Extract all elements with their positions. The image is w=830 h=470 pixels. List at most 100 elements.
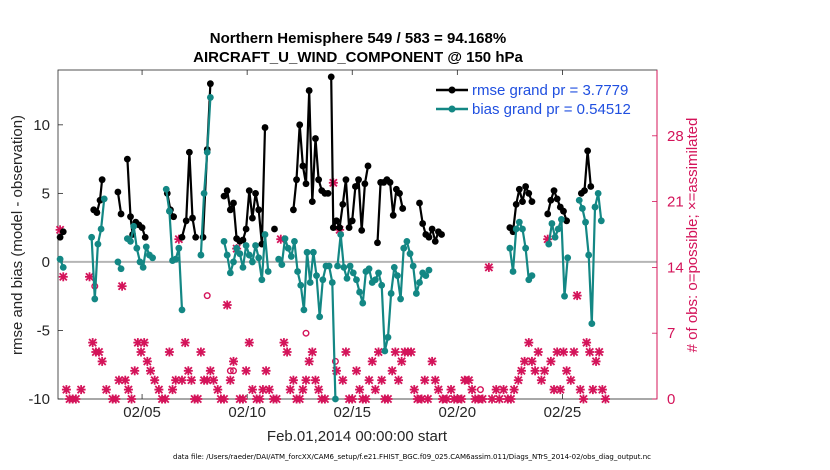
- data-point: [587, 183, 595, 190]
- obs-assimilated-marker: [355, 385, 365, 395]
- series-bias: [56, 94, 605, 403]
- data-point: [312, 135, 319, 142]
- chart-title: Northern Hemisphere 549 / 583 = 94.168%: [210, 30, 506, 47]
- obs-assimilated-marker: [258, 385, 268, 395]
- data-point: [364, 162, 372, 170]
- obs-assimilated-marker: [393, 375, 403, 385]
- data-point: [438, 231, 445, 238]
- data-point: [582, 218, 589, 226]
- data-point: [515, 185, 523, 193]
- data-point: [287, 253, 295, 260]
- data-point: [361, 180, 369, 188]
- obs-assimilated-marker: [310, 375, 320, 385]
- data-point: [165, 207, 173, 215]
- data-point: [358, 226, 366, 234]
- data-point: [346, 262, 354, 270]
- obs-assimilated-marker: [588, 385, 598, 395]
- obs-assimilated-marker: [406, 347, 416, 357]
- data-point: [313, 272, 320, 280]
- data-point: [114, 258, 122, 266]
- data-point: [422, 272, 430, 280]
- data-point: [139, 264, 147, 271]
- data-point: [356, 288, 364, 296]
- data-file-footnote: data file: /Users/raeder/DAI/ATM_forcXX/…: [173, 453, 651, 461]
- data-point: [220, 237, 228, 245]
- data-point: [561, 292, 568, 300]
- obs-assimilated-marker: [423, 394, 433, 404]
- obs-assimilated-marker: [572, 291, 582, 301]
- obs-assimilated-marker: [509, 385, 519, 395]
- obs-assimilated-marker: [351, 366, 361, 376]
- data-point: [334, 262, 341, 270]
- data-point: [412, 290, 420, 297]
- data-point: [300, 306, 308, 314]
- data-point: [297, 281, 305, 289]
- obs-possible-marker: [229, 367, 237, 375]
- data-point: [236, 250, 244, 258]
- data-point: [223, 251, 231, 259]
- data-point: [242, 242, 250, 249]
- data-point: [325, 262, 333, 270]
- data-point: [425, 233, 433, 241]
- data-point: [585, 251, 593, 259]
- data-point: [551, 233, 559, 241]
- data-point: [289, 206, 297, 214]
- obs-assimilated-marker: [601, 394, 611, 404]
- data-point: [192, 233, 200, 241]
- data-point: [365, 265, 373, 273]
- obs-possible-marker: [203, 292, 211, 300]
- data-point: [141, 233, 149, 241]
- data-point: [226, 206, 234, 214]
- data-point: [428, 225, 436, 233]
- obs-assimilated-marker: [130, 366, 140, 376]
- obs-assimilated-marker: [117, 281, 127, 291]
- obs-assimilated-marker: [261, 366, 271, 376]
- data-point: [182, 217, 190, 225]
- data-point: [175, 244, 183, 252]
- data-point: [403, 237, 411, 245]
- data-point: [581, 187, 588, 195]
- data-point: [525, 189, 533, 197]
- data-point: [281, 235, 289, 243]
- obs-possible-marker: [226, 367, 234, 375]
- obs-assimilated-marker: [183, 366, 193, 376]
- obs-assimilated-marker: [120, 375, 130, 385]
- data-point: [230, 199, 237, 207]
- data-point: [93, 209, 101, 216]
- obs-assimilated-marker: [272, 394, 282, 404]
- data-point: [284, 244, 292, 252]
- data-point: [332, 395, 339, 403]
- data-point: [554, 225, 562, 233]
- obs-assimilated-marker: [241, 366, 251, 376]
- data-point: [303, 248, 311, 256]
- obs-assimilated-marker: [136, 347, 146, 357]
- data-point: [588, 320, 596, 328]
- data-point: [239, 264, 247, 271]
- obs-assimilated-marker: [304, 356, 314, 366]
- data-point: [197, 251, 205, 259]
- obs-assimilated-marker: [478, 394, 488, 404]
- y-tick-label: 5: [42, 185, 50, 202]
- data-point: [206, 80, 214, 88]
- data-point: [316, 313, 324, 321]
- data-point: [249, 258, 256, 266]
- obs-assimilated-marker: [442, 394, 452, 404]
- obs-assimilated-marker: [285, 385, 295, 395]
- data-point: [375, 269, 382, 277]
- series-rmse: [56, 73, 595, 248]
- data-point: [233, 244, 241, 252]
- data-point: [353, 276, 360, 284]
- data-point: [384, 333, 392, 341]
- x-tick-label: 02/05: [123, 404, 161, 421]
- obs-assimilated-marker: [467, 385, 477, 395]
- obs-assimilated-marker: [307, 347, 317, 357]
- data-point: [170, 213, 177, 221]
- obs-assimilated-marker: [341, 347, 351, 357]
- data-point: [337, 231, 345, 238]
- obs-possible-marker: [476, 386, 484, 394]
- y-axis-left: -10 -5 0 5 10: [28, 117, 63, 408]
- obs-assimilated-marker: [506, 394, 516, 404]
- obs-assimilated-marker: [546, 356, 556, 366]
- data-point: [419, 220, 427, 227]
